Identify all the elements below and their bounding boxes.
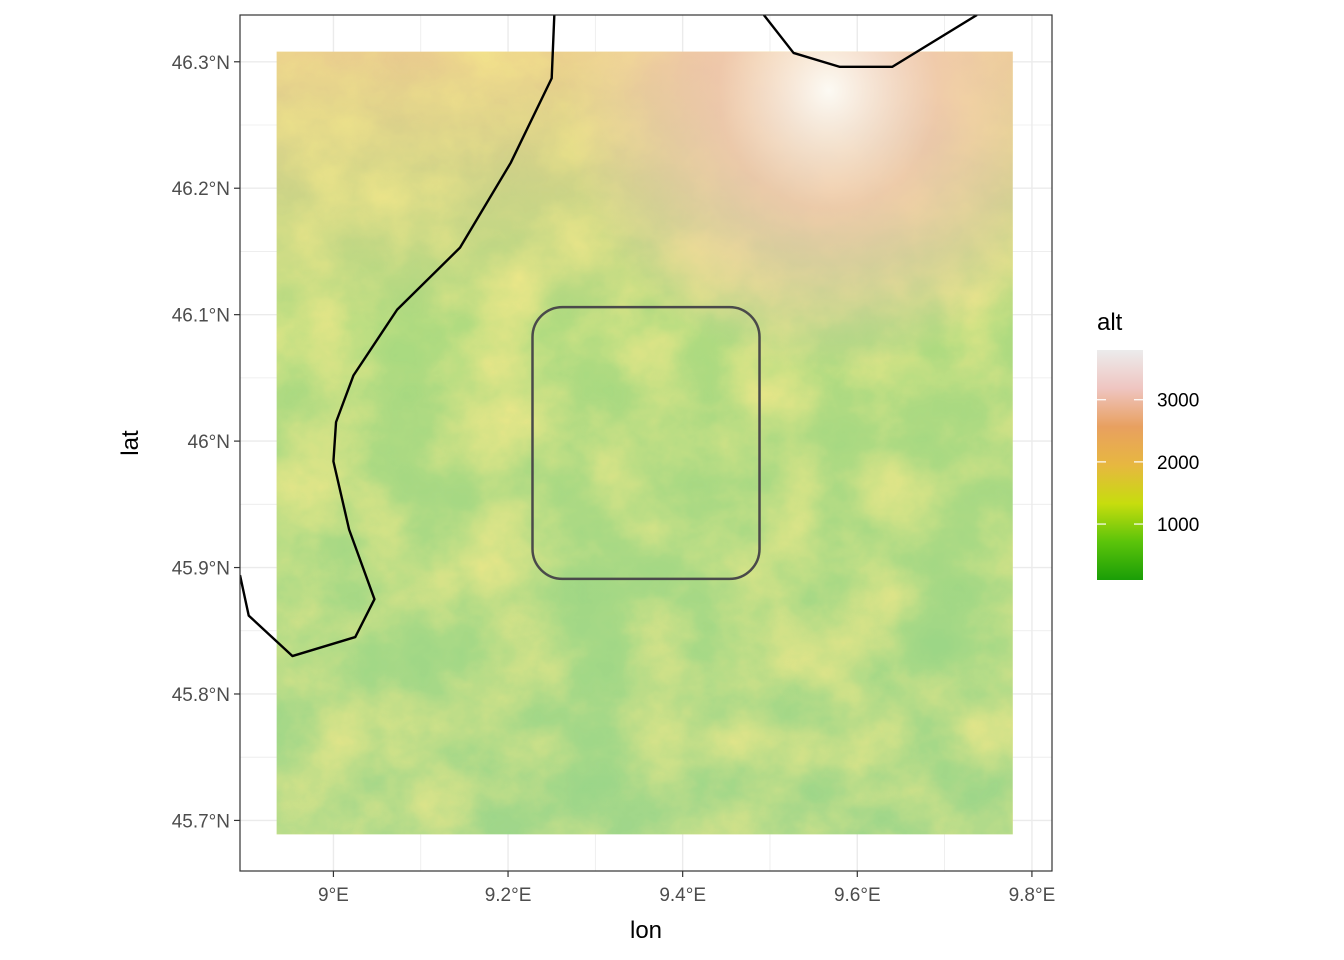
legend: alt 1000 2000 3000 bbox=[1097, 309, 1199, 580]
y-tick-label: 45.8°N bbox=[172, 685, 230, 706]
y-tick-label: 46.3°N bbox=[172, 53, 230, 74]
legend-title: alt bbox=[1097, 309, 1123, 336]
x-axis-title: lon bbox=[630, 917, 662, 944]
raster-peaks bbox=[276, 51, 1013, 835]
legend-colorbar bbox=[1097, 350, 1143, 580]
y-axis: 45.7°N 45.8°N 45.9°N 46°N 46.1°N 46.2°N 46.3°N bbox=[172, 53, 240, 832]
x-tick-label: 9.2°E bbox=[485, 885, 532, 906]
elevation-raster bbox=[276, 51, 1013, 835]
legend-ticks: 1000 2000 3000 bbox=[1097, 391, 1199, 536]
x-tick-label: 9.6°E bbox=[834, 885, 881, 906]
x-axis: 9°E 9.2°E 9.4°E 9.6°E 9.8°E bbox=[318, 871, 1055, 906]
y-tick-label: 46.1°N bbox=[172, 306, 230, 327]
x-tick-label: 9.4°E bbox=[659, 885, 706, 906]
legend-break-label: 3000 bbox=[1157, 391, 1199, 412]
y-tick-label: 46°N bbox=[188, 432, 230, 453]
legend-break-label: 2000 bbox=[1157, 453, 1199, 474]
border-west bbox=[240, 15, 556, 658]
x-tick-label: 9.8°E bbox=[1009, 885, 1056, 906]
legend-break-label: 1000 bbox=[1157, 515, 1199, 536]
panel-border bbox=[239, 14, 1053, 872]
study-area-box bbox=[531, 305, 761, 581]
country-borders bbox=[240, 15, 978, 658]
x-tick-label: 9°E bbox=[318, 885, 349, 906]
border-east bbox=[762, 15, 978, 69]
y-tick-label: 45.9°N bbox=[172, 559, 230, 580]
y-tick-label: 46.2°N bbox=[172, 179, 230, 200]
y-tick-label: 45.7°N bbox=[172, 811, 230, 832]
y-axis-title: lat bbox=[117, 430, 144, 456]
